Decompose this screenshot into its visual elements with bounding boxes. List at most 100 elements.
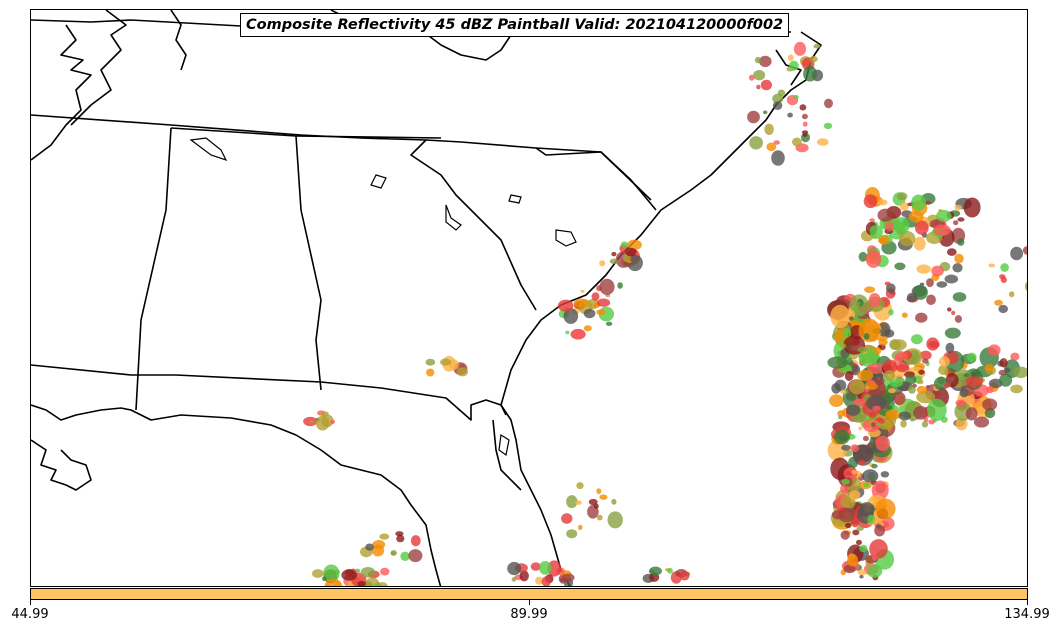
paintball-blob xyxy=(864,286,876,294)
paintball-blob xyxy=(627,239,642,251)
paintball-blob xyxy=(895,364,910,373)
paintball-blob xyxy=(355,568,361,573)
map-svg xyxy=(31,10,1027,587)
paintball-blob xyxy=(605,321,613,326)
paintball-blob xyxy=(348,586,353,587)
paintball-blob xyxy=(596,309,606,315)
paintball-blob xyxy=(440,358,452,366)
paintball-blob xyxy=(841,444,851,451)
paintball-blob xyxy=(578,524,583,531)
paintball-blob xyxy=(341,569,358,581)
paintball-blob xyxy=(858,251,868,262)
paintball-blob xyxy=(379,533,390,540)
paintball-blob xyxy=(969,359,974,363)
paintball-blob xyxy=(840,343,846,349)
paintball-blob xyxy=(898,411,911,421)
paintball-blob xyxy=(973,416,990,428)
paintball-blob xyxy=(953,220,959,226)
paintball-blob xyxy=(850,517,860,528)
paintball-blob xyxy=(561,513,573,524)
paintball-blob xyxy=(840,530,850,540)
paintball-blob xyxy=(519,570,529,582)
colorbar-tick-mid xyxy=(529,600,530,605)
paintball-blob xyxy=(395,531,404,537)
paintball-blob xyxy=(850,444,859,453)
paintball-blob xyxy=(756,84,761,90)
paintball-blob xyxy=(841,478,850,485)
paintball-blob xyxy=(856,526,864,531)
paintball-blob xyxy=(959,388,969,398)
paintball-blob xyxy=(1012,366,1027,378)
sc-coast xyxy=(535,147,657,211)
paintball-blob xyxy=(333,586,342,587)
paintball-blob xyxy=(611,498,617,505)
paintball-blob xyxy=(309,420,314,424)
paintball-blob xyxy=(1010,384,1023,394)
paintball-blob xyxy=(916,385,927,394)
paintball-blob xyxy=(847,553,859,567)
paintball-blob xyxy=(878,199,888,206)
paintball-blob xyxy=(931,265,944,277)
paintball-blob xyxy=(874,524,885,537)
paintball-blob xyxy=(925,385,931,389)
paintball-blob xyxy=(855,302,861,306)
paintball-blob xyxy=(899,202,909,211)
atlantic-coastline xyxy=(500,31,822,406)
paintball-blob xyxy=(954,253,964,264)
paintball-blob xyxy=(916,380,924,385)
paintball-blob xyxy=(1025,281,1027,292)
paintball-blob xyxy=(947,307,952,312)
paintball-blob xyxy=(425,358,436,366)
state-boundaries xyxy=(31,10,822,586)
florida-east-coast xyxy=(500,404,571,586)
paintball-blob xyxy=(926,337,940,351)
paintball-blob xyxy=(988,263,995,268)
paintball-blob xyxy=(851,469,857,475)
paintball-blob xyxy=(911,334,923,345)
paintball-blob xyxy=(885,409,901,421)
paintball-blob xyxy=(982,398,998,411)
paintball-blob xyxy=(874,347,882,355)
paintball-blob xyxy=(952,263,963,273)
paintball-blob xyxy=(748,74,755,81)
paintball-blob xyxy=(894,262,906,271)
paintball-blob xyxy=(625,247,637,257)
paintball-blob xyxy=(912,383,917,388)
paintball-blob xyxy=(593,503,599,509)
paintball-blob xyxy=(563,308,579,324)
paintball-blob xyxy=(905,374,917,385)
paintball-blob xyxy=(938,356,950,367)
paintball-blob xyxy=(511,577,517,582)
paintball-blob xyxy=(988,378,1003,389)
paintball-blob xyxy=(944,382,950,389)
paintball-blob xyxy=(823,122,833,130)
paintball-blob xyxy=(599,278,615,295)
paintball-blob xyxy=(801,130,809,135)
colorbar-label-min: 44.99 xyxy=(11,607,49,622)
paintball-blob xyxy=(772,101,783,110)
florida-inner-coast xyxy=(492,419,522,491)
paintball-blob xyxy=(617,282,623,289)
paintball-blob xyxy=(763,110,768,115)
paintball-blob xyxy=(955,399,966,407)
paintball-blob xyxy=(575,500,582,505)
paintball-blob xyxy=(908,210,924,223)
paintball-blob xyxy=(557,299,574,312)
paintball-blob xyxy=(793,41,807,56)
paintball-blob xyxy=(926,294,936,306)
paintball-blob xyxy=(878,235,890,245)
paintball-blob xyxy=(911,194,926,211)
paintball-blob xyxy=(916,390,936,404)
paintball-blob xyxy=(833,429,850,445)
paintball-blob xyxy=(792,137,802,147)
paintball-blob xyxy=(893,217,910,235)
va-nc-boundary xyxy=(31,114,652,201)
paintball-blob xyxy=(919,282,925,286)
paintball-blob xyxy=(936,209,952,222)
paintball-blob xyxy=(852,529,860,536)
paintball-blob xyxy=(868,293,881,307)
paintball-blob xyxy=(787,112,793,118)
paintball-blob xyxy=(957,217,965,222)
paintball-blob xyxy=(927,398,947,421)
paintball-blob xyxy=(788,60,799,71)
